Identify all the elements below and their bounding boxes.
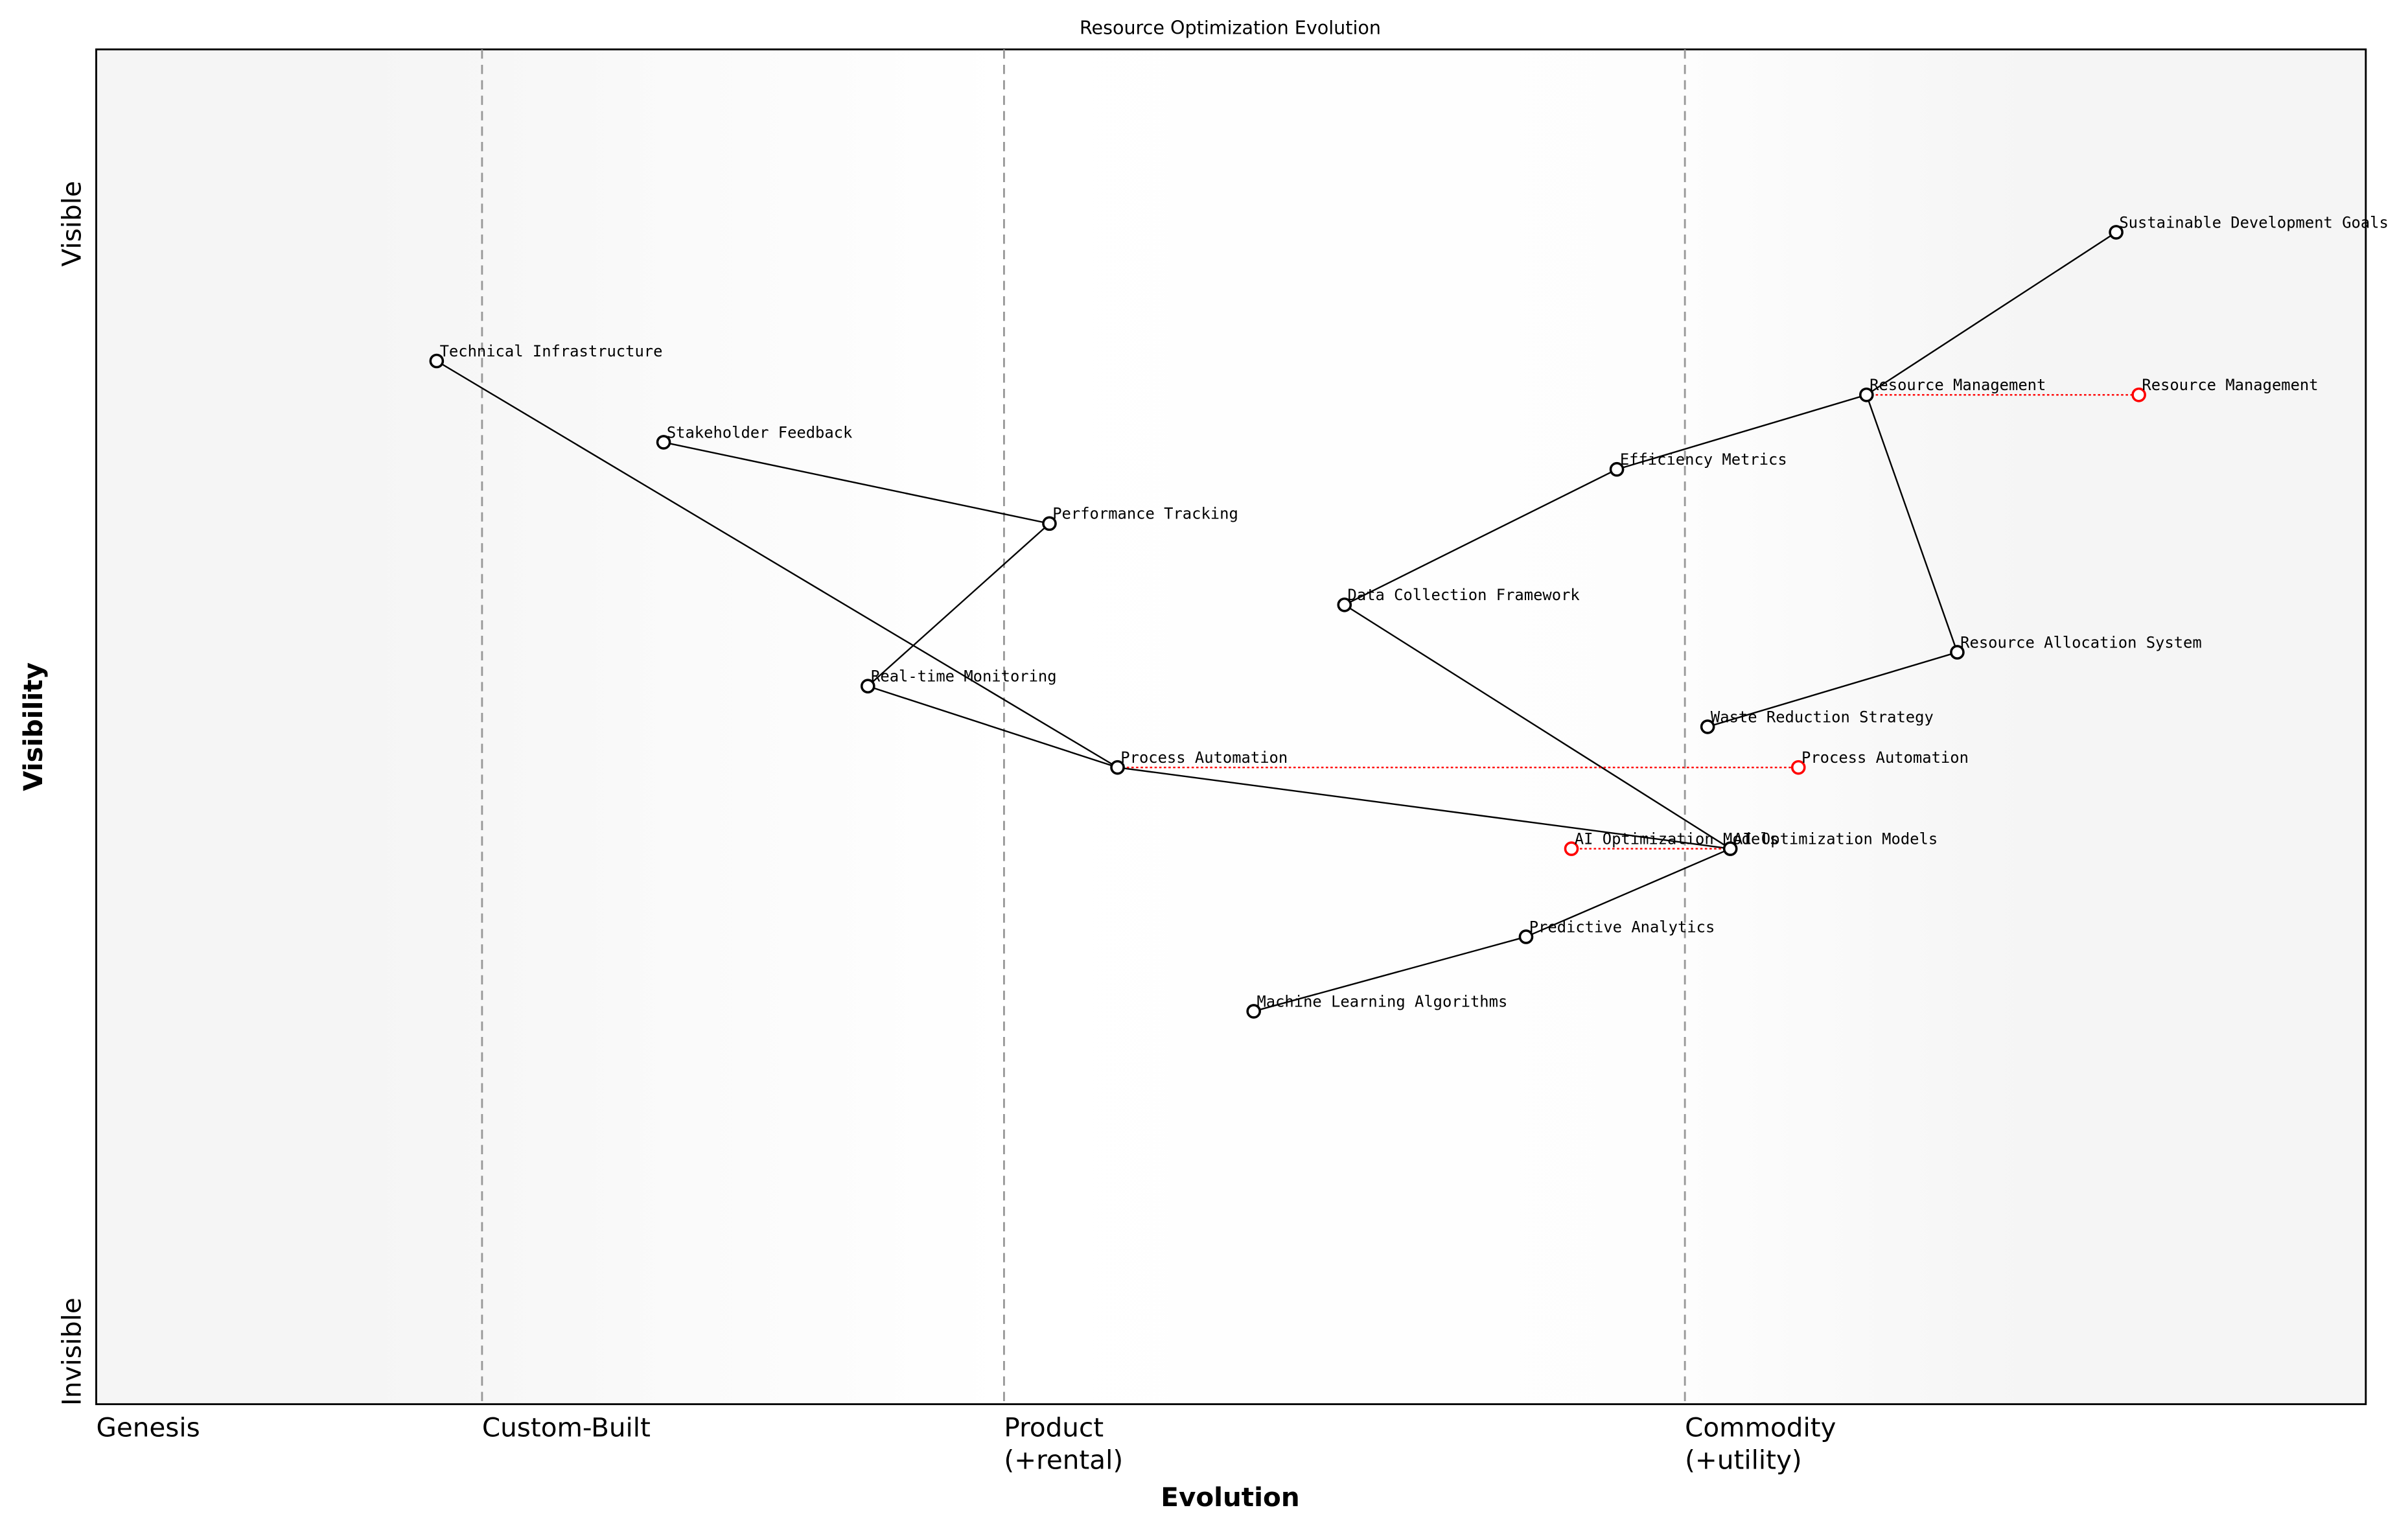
evolved-component-marker [1564,841,1579,856]
component-marker [1246,1004,1262,1019]
dependency-link [436,360,1118,769]
dependency-link [1525,848,1731,938]
dependency-link [1707,651,1958,728]
dependency-link [663,441,1050,525]
stage-label-line: (+utility) [1685,1445,1802,1476]
component-label: Performance Tracking [1052,505,1238,523]
component-marker [1042,516,1057,531]
component-marker [1700,719,1715,734]
component-label: Predictive Analytics [1529,918,1715,936]
stage-label: Commodity (+utility) [1685,1412,1836,1476]
component-label: Resource Allocation System [1960,633,2202,651]
stage-label-line: Commodity [1685,1412,1836,1443]
component-marker [1337,597,1352,612]
component-label: AI Optimization Models [1733,830,1938,848]
evolved-component-label: Process Automation [1801,749,1969,767]
dependency-link [867,522,1050,687]
plot-area [95,48,2367,1406]
dependency-link [1344,604,1731,850]
component-label: Stakeholder Feedback [667,423,853,441]
stage-label-line: (+rental) [1004,1445,1123,1476]
component-label: Data Collection Framework [1348,586,1580,604]
chart-title: Resource Optimization Evolution [1080,16,1381,38]
dependency-link [1117,766,1731,850]
component-marker [1110,760,1125,775]
component-marker [1722,841,1738,856]
component-label: Process Automation [1120,749,1288,767]
dependency-link [1616,394,1867,471]
visible-label: Visible [56,181,87,266]
component-marker [2109,225,2124,240]
stage-label: Genesis [96,1412,200,1443]
evolved-component-label: AI Optimization Models [1575,830,1779,848]
component-marker [1859,387,1874,402]
component-label: Efficiency Metrics [1620,450,1787,469]
evolved-component-marker [2131,387,2146,402]
component-label: Resource Management [1870,376,2046,394]
y-axis-label: Visibility [17,662,49,791]
component-label: Sustainable Development Goals [2119,213,2388,231]
invisible-label: Invisible [56,1297,87,1406]
dependency-link [867,685,1118,769]
stage-label-line: Genesis [96,1412,200,1443]
dependency-link [1253,936,1527,1012]
dependency-link [1866,231,2117,396]
x-axis-label: Evolution [1161,1482,1299,1513]
stage-label: Product (+rental) [1004,1412,1123,1476]
evolved-component-label: Resource Management [2142,376,2318,394]
stage-label-line: Custom-Built [482,1412,651,1443]
component-label: Waste Reduction Strategy [1711,708,1934,726]
component-label: Real-time Monitoring [871,668,1057,686]
stage-label-line: Product [1004,1412,1104,1443]
component-label: Machine Learning Algorithms [1256,992,1507,1010]
component-marker [1609,461,1625,477]
evolved-component-marker [1790,760,1806,775]
component-label: Technical Infrastructure [440,342,663,360]
dependency-link [1344,469,1617,606]
component-marker [429,353,445,369]
component-marker [860,679,875,694]
dependency-link [1866,394,1958,653]
component-marker [1950,645,1965,660]
component-marker [1518,929,1534,944]
stage-label: Custom-Built [482,1412,651,1443]
component-marker [656,435,671,450]
